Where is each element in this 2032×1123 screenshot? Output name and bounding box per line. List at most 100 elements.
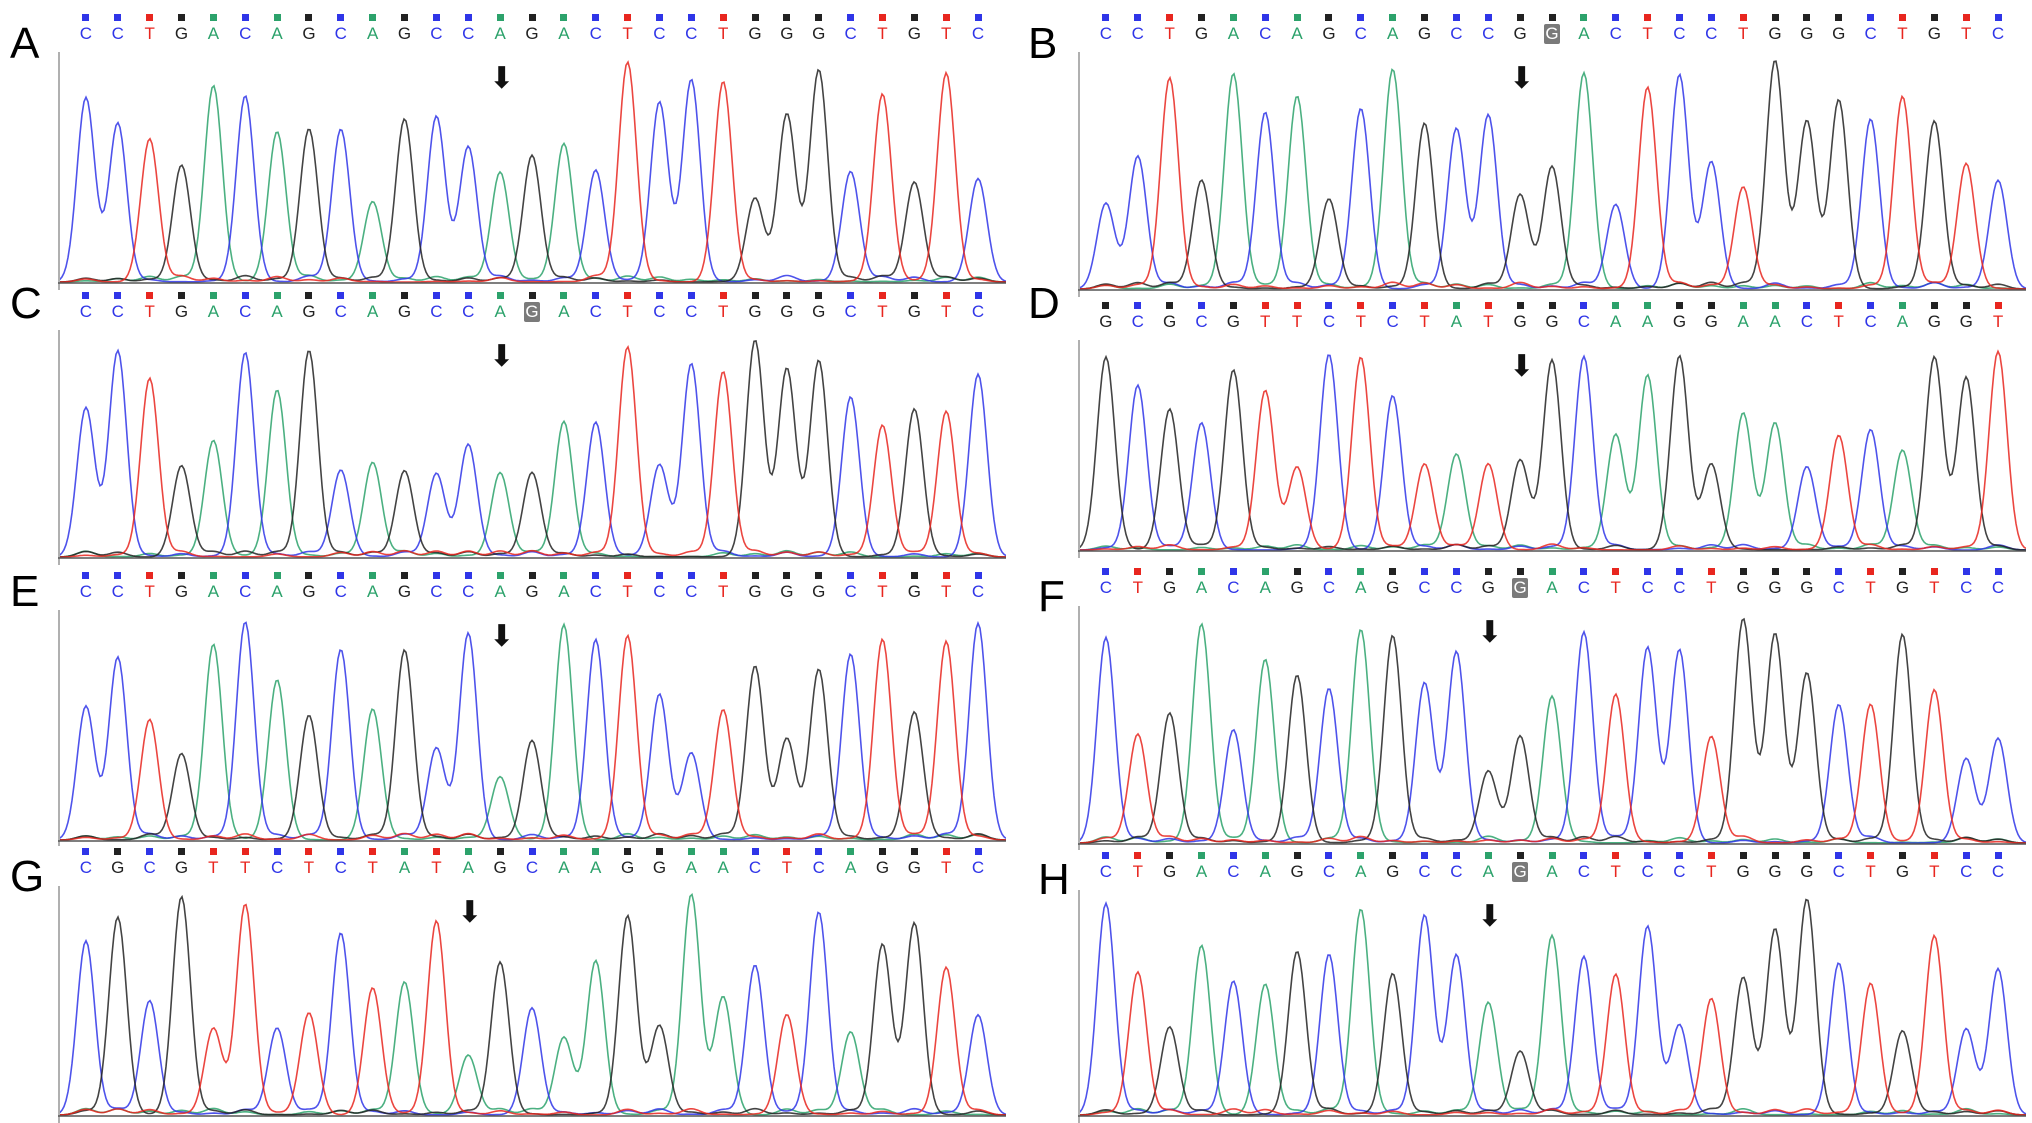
base-letter: C xyxy=(812,858,825,877)
base-quality-marker xyxy=(1994,302,2002,309)
base-letter: G xyxy=(397,302,412,321)
base-call: A xyxy=(268,14,286,44)
base-call: G xyxy=(300,572,318,602)
base-call: A xyxy=(1607,302,1625,332)
base-call: C xyxy=(1097,14,1115,44)
base-call: C xyxy=(1097,568,1115,598)
base-call: G xyxy=(1320,14,1338,44)
base-letter: T xyxy=(1706,862,1717,881)
base-letter: T xyxy=(622,24,633,43)
base-call: G xyxy=(1798,14,1816,44)
base-letter: C xyxy=(525,858,539,877)
base-call: C xyxy=(1607,14,1625,44)
base-letter: C xyxy=(1864,312,1877,331)
base-letter: G xyxy=(1163,578,1177,597)
base-call: T xyxy=(937,14,955,44)
base-letter: T xyxy=(717,582,729,601)
trace-line-g xyxy=(58,68,1006,283)
base-letter: A xyxy=(494,302,506,321)
base-quality-marker xyxy=(1898,302,1906,309)
base-quality-marker xyxy=(1803,14,1811,21)
base-letter: C xyxy=(1227,578,1240,597)
base-quality-marker xyxy=(1293,852,1301,859)
base-letter: C xyxy=(653,24,666,43)
base-quality-marker xyxy=(1707,852,1715,859)
base-quality-marker xyxy=(1675,14,1683,21)
base-quality-marker xyxy=(146,572,154,579)
base-letter: C xyxy=(1800,312,1814,331)
base-quality-marker xyxy=(114,572,122,579)
base-call: C xyxy=(1479,14,1497,44)
base-letter: G xyxy=(1768,862,1782,881)
base-call: G xyxy=(1511,852,1529,882)
base-call: G xyxy=(905,292,923,322)
base-letter: A xyxy=(494,24,506,43)
base-letter: G xyxy=(111,858,125,877)
base-call: C xyxy=(1670,852,1688,882)
trace-line-t xyxy=(1078,349,2026,551)
base-letter: T xyxy=(1132,578,1143,597)
base-quality-marker xyxy=(273,14,281,21)
base-quality-marker xyxy=(1134,14,1142,21)
base-letter: T xyxy=(1483,312,1494,331)
chromatogram-traces xyxy=(58,610,1006,848)
base-letter: C xyxy=(79,858,93,877)
base-call: A xyxy=(1639,302,1657,332)
base-letter: C xyxy=(1609,24,1622,43)
base-quality-marker xyxy=(209,848,217,855)
base-quality-marker xyxy=(719,14,727,21)
base-quality-marker xyxy=(719,292,727,299)
base-letter: C xyxy=(971,582,985,601)
base-call: G xyxy=(746,292,764,322)
base-call: C xyxy=(1670,14,1688,44)
base-call: C xyxy=(1320,568,1338,598)
base-quality-marker xyxy=(1484,302,1492,309)
base-call: A xyxy=(364,572,382,602)
base-letter: C xyxy=(430,582,443,601)
base-letter: A xyxy=(367,24,379,43)
chromatogram-traces xyxy=(1078,890,2026,1123)
base-letter: T xyxy=(622,302,633,321)
chromatogram-traces xyxy=(1078,340,2026,558)
base-call: A xyxy=(268,572,286,602)
base-call: G xyxy=(173,14,191,44)
base-letter: C xyxy=(589,302,602,321)
base-call: G xyxy=(1798,852,1816,882)
base-letter: C xyxy=(1322,312,1336,331)
base-letter: A xyxy=(1482,862,1494,881)
base-quality-marker xyxy=(687,292,695,299)
base-call: G xyxy=(491,848,509,878)
base-quality-marker xyxy=(783,572,791,579)
base-call: C xyxy=(332,14,350,44)
base-quality-marker xyxy=(847,14,855,21)
base-quality-marker xyxy=(464,572,472,579)
base-call: C xyxy=(1702,14,1720,44)
base-call: C xyxy=(77,14,95,44)
base-quality-marker xyxy=(1771,568,1779,575)
base-letter: T xyxy=(1929,862,1940,881)
base-letter: C xyxy=(462,24,475,43)
base-quality-marker xyxy=(687,848,695,855)
base-letter: A xyxy=(1546,578,1558,597)
base-quality-marker xyxy=(655,292,663,299)
base-letter: G xyxy=(493,858,507,877)
base-letter: G xyxy=(1832,24,1846,43)
base-call: A xyxy=(1479,852,1497,882)
base-quality-marker xyxy=(114,292,122,299)
base-call: C xyxy=(587,14,605,44)
base-call: C xyxy=(1989,852,2007,882)
chromatogram-panel-g: C G C G T T C T C T A T A G C A A G G A A C T C A G G T C ⬇ xyxy=(58,846,1006,1123)
base-quality-marker xyxy=(942,292,950,299)
base-letter: C xyxy=(1577,578,1590,597)
base-call: A xyxy=(555,14,573,44)
base-quality-marker xyxy=(496,572,504,579)
base-quality-marker xyxy=(1325,852,1333,859)
base-letter: G xyxy=(1768,24,1782,43)
base-quality-marker xyxy=(815,292,823,299)
base-call: C xyxy=(523,848,541,878)
base-letter: C xyxy=(239,24,252,43)
base-letter: C xyxy=(79,302,93,321)
base-letter: A xyxy=(367,302,379,321)
base-quality-marker xyxy=(1548,14,1556,21)
base-letter: A xyxy=(1195,578,1208,597)
